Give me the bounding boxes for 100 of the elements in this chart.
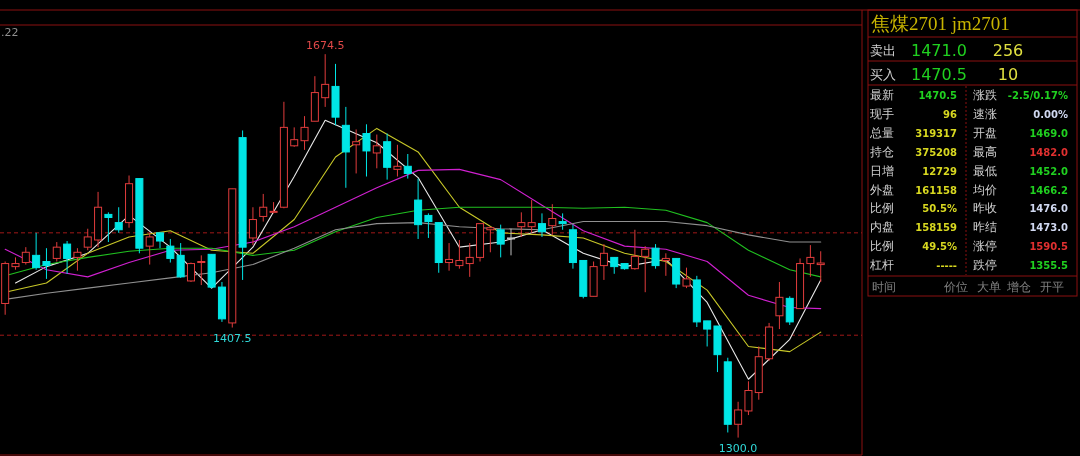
text: 开盘 bbox=[973, 125, 997, 140]
text: 日增 bbox=[870, 163, 894, 178]
text: 现手 bbox=[870, 106, 894, 121]
text: 1355.5 bbox=[1029, 260, 1069, 272]
candlestick bbox=[661, 252, 670, 277]
candlestick bbox=[465, 242, 474, 278]
candlestick bbox=[104, 211, 113, 243]
text: 96 bbox=[943, 108, 958, 120]
text: 1473.0 bbox=[1029, 222, 1069, 234]
annotation: .22 bbox=[1, 26, 19, 39]
text: 1476.0 bbox=[1029, 203, 1069, 215]
candlestick bbox=[372, 134, 381, 169]
text: 256 bbox=[992, 41, 1024, 60]
candlestick bbox=[641, 245, 650, 293]
annotation: 1407.5 bbox=[213, 331, 252, 345]
candlestick bbox=[806, 244, 815, 278]
candlestick bbox=[114, 206, 123, 234]
text: 卖出 bbox=[870, 43, 896, 58]
candlestick bbox=[424, 212, 433, 239]
candlestick bbox=[300, 115, 309, 151]
candlestick bbox=[599, 243, 608, 281]
candlestick bbox=[517, 211, 526, 238]
text: ----- bbox=[936, 260, 957, 272]
candlestick bbox=[816, 250, 825, 283]
text: 价位 bbox=[943, 280, 968, 294]
text: 时间 bbox=[872, 280, 896, 294]
candlestick bbox=[734, 401, 743, 439]
text: 10 bbox=[997, 65, 1019, 84]
text: 最高 bbox=[973, 144, 997, 159]
candlestick bbox=[52, 241, 61, 262]
text: 持仓 bbox=[870, 144, 894, 159]
text: 375208 bbox=[915, 146, 958, 158]
candlestick bbox=[393, 144, 402, 178]
candlestick bbox=[321, 53, 330, 108]
candlestick bbox=[445, 242, 454, 272]
text: 1452.0 bbox=[1029, 165, 1069, 177]
text: 最低 bbox=[973, 163, 997, 178]
text: 1471.0 bbox=[911, 41, 967, 60]
candlestick bbox=[259, 193, 268, 223]
candlestick bbox=[166, 238, 175, 264]
text: 涨停 bbox=[973, 239, 997, 254]
candlestick bbox=[403, 153, 412, 180]
candlestick bbox=[176, 242, 185, 279]
text: 1470.5 bbox=[918, 90, 958, 101]
text: 外盘 bbox=[870, 182, 894, 197]
candlestick bbox=[785, 295, 794, 326]
text: 杠杆 bbox=[869, 258, 894, 273]
candlestick bbox=[145, 232, 154, 266]
annotation: 1674.5 bbox=[305, 39, 345, 53]
text: 昨收 bbox=[973, 201, 997, 216]
annotation: 1300.0 bbox=[718, 441, 758, 455]
text: 1466.2 bbox=[1029, 184, 1069, 196]
text: 总量 bbox=[869, 125, 894, 140]
candlestick bbox=[527, 199, 536, 234]
candlestick bbox=[496, 224, 505, 258]
text: 均价 bbox=[972, 182, 997, 197]
candlestick bbox=[630, 229, 639, 271]
candlestick bbox=[682, 267, 691, 289]
candlestick bbox=[486, 226, 495, 253]
text: 焦煤2701 jm2701 bbox=[871, 13, 1010, 34]
text: 涨跌 bbox=[973, 88, 997, 102]
text: 1469.0 bbox=[1029, 127, 1069, 139]
text: 比例 bbox=[870, 239, 894, 254]
text: 跌停 bbox=[973, 258, 997, 273]
candlestick bbox=[83, 228, 92, 251]
text: 内盘 bbox=[870, 220, 894, 235]
candlestick bbox=[455, 239, 464, 270]
candlestick bbox=[507, 228, 516, 256]
text: 昨结 bbox=[973, 220, 997, 235]
candlestick bbox=[703, 320, 712, 347]
text: 0.00% bbox=[1033, 108, 1068, 120]
text: 1482.0 bbox=[1029, 146, 1069, 158]
candlestick bbox=[362, 123, 371, 178]
candlestick bbox=[651, 243, 660, 270]
text: 速涨 bbox=[973, 106, 997, 121]
candlestick bbox=[63, 240, 72, 275]
text: 买入 bbox=[870, 67, 896, 82]
candlestick bbox=[744, 380, 753, 416]
candlestick bbox=[290, 126, 299, 148]
candlestick bbox=[42, 247, 51, 280]
text: 最新 bbox=[870, 88, 894, 102]
candlestick bbox=[197, 254, 206, 286]
candlestick bbox=[73, 247, 82, 272]
text: 50.5% bbox=[922, 203, 957, 215]
candlestick bbox=[248, 206, 257, 246]
candlestick bbox=[537, 212, 546, 238]
text: 1590.5 bbox=[1029, 241, 1069, 253]
candlestick bbox=[775, 281, 784, 330]
text: 大单 bbox=[977, 280, 1001, 294]
candlestick bbox=[32, 232, 41, 271]
text: 比例 bbox=[870, 201, 894, 216]
text: 开平 bbox=[1040, 280, 1064, 294]
text: 12729 bbox=[922, 165, 958, 177]
text: 158159 bbox=[915, 222, 958, 234]
text: 49.5% bbox=[922, 241, 957, 253]
candlestick bbox=[548, 203, 557, 236]
text: 增仓 bbox=[1006, 280, 1031, 294]
text: 1470.5 bbox=[911, 65, 967, 84]
text: 161158 bbox=[915, 184, 958, 196]
candlestick bbox=[352, 128, 361, 174]
